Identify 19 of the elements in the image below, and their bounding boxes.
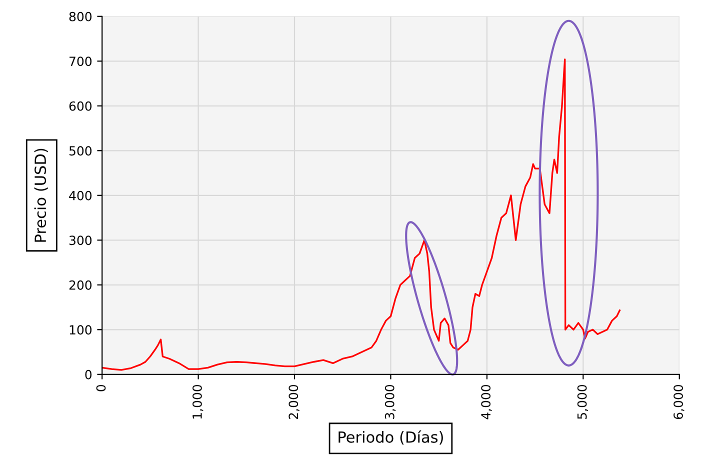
y-tick-label: 100 — [70, 325, 92, 335]
x-tick-label: 4,000 — [481, 384, 492, 420]
y-tick-label: 700 — [70, 56, 92, 66]
line-series — [102, 58, 621, 371]
x-axis-title: Periodo (Días) — [338, 430, 443, 445]
x-tick-label: 1,000 — [192, 384, 204, 419]
y-axis-title: Precio (USD) — [34, 148, 48, 242]
x-tick-label: 6,000 — [674, 384, 684, 420]
y-tick-label: 0 — [85, 370, 92, 380]
y-tick-label: 600 — [69, 101, 92, 111]
y-tick-label: 300 — [69, 236, 92, 246]
x-tick-label: 3,000 — [384, 384, 396, 419]
y-tick-label: 800 — [69, 12, 92, 22]
y-tick-label: 500 — [69, 146, 92, 156]
y-tick-label: 200 — [69, 280, 92, 290]
x-tick-label: 2,000 — [288, 384, 300, 419]
y-tick-label: 400 — [69, 190, 92, 200]
x-tick-label: 0 — [96, 384, 106, 392]
x-tick-label: 5,000 — [577, 384, 588, 419]
